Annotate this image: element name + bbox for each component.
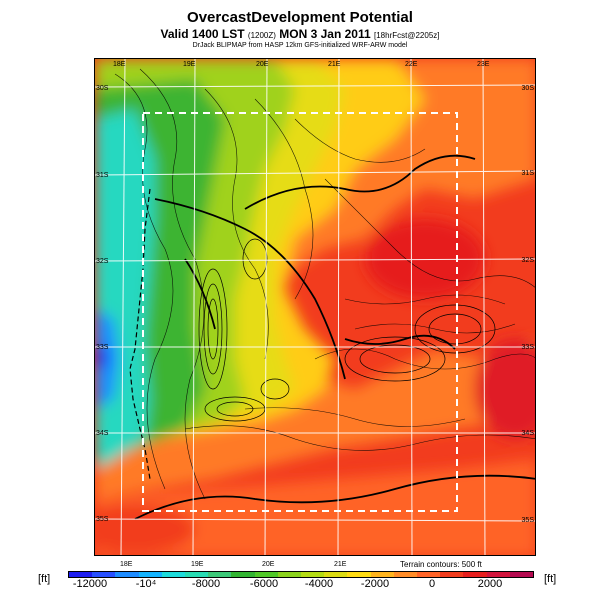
lat-tick-right: 31S [521,170,534,177]
colorbar-swatch [161,572,186,577]
colorbar-label: 2000 [477,578,503,590]
lat-tick-left: 34S [96,430,109,437]
lat-tick-left: 35S [96,516,109,523]
valid-time: Valid 1400 LST (1200Z) MON 3 Jan 2011 [1… [0,27,600,41]
colorbar-swatch [69,572,93,577]
colorbar-label: -8000 [191,578,221,590]
colorbar-label: -12000 [72,578,108,590]
colorbar-swatch [324,572,348,577]
model-credit: DrJack BLIPMAP from HASP 12km GFS-initia… [192,42,408,49]
colorbar-swatch [138,572,162,577]
colorbar-swatch [208,572,232,577]
lon-tick-top: 21E [328,61,341,68]
colorbar-swatch [509,572,534,577]
lat-tick-right: 33S [521,344,534,351]
map-canvas [95,59,535,555]
colorbar-swatch [231,572,255,577]
lon-tick-top: 23E [477,61,490,68]
unit-left: [ft] [38,573,51,585]
colorbar-swatch [277,572,302,577]
lon-tick-bottom: 20E [262,561,275,568]
colorbar-swatch [393,572,418,577]
colorbar-swatch [347,572,371,577]
lon-tick-top: 19E [183,61,196,68]
colorbar-swatch [440,572,464,577]
lat-tick-right: 34S [521,430,534,437]
lat-tick-right: 35S [521,517,534,524]
colorbar-swatch [115,572,139,577]
terrain-contour-note: Terrain contours: 500 ft [400,560,482,569]
lon-tick-bottom: 19E [191,561,204,568]
terrain-contours [114,68,535,500]
lat-tick-left: 30S [96,85,109,92]
valid-zulu: (1200Z) [247,31,276,40]
colorbar-label: -10⁴ [135,578,157,590]
valid-date: MON 3 Jan 2011 [279,27,371,41]
valid-forecast: [18hrFcst@2205z] [374,31,440,40]
colorbar-label: 0 [428,578,436,590]
lon-tick-bottom: 18E [120,561,133,568]
lat-tick-left: 32S [96,258,109,265]
highland-contours [198,238,496,422]
valid-main: Valid 1400 LST [160,27,245,41]
unit-right: [ft] [544,573,557,585]
inner-domain-box [142,112,458,512]
colorbar-swatch [486,572,510,577]
colorbar-label: -4000 [304,578,334,590]
lon-tick-top: 22E [405,61,418,68]
graticule [95,59,535,555]
lat-tick-right: 30S [521,85,534,92]
lon-tick-top: 18E [113,61,126,68]
potential-field [95,59,535,555]
lat-tick-right: 32S [521,257,534,264]
colorbar-swatch [185,572,209,577]
colorbar-swatch [370,572,394,577]
colorbar-swatch [417,572,441,577]
color-scale-bar [68,571,534,578]
colorbar-label: -6000 [249,578,279,590]
colorbar-swatch [92,572,116,577]
chart-title: OvercastDevelopment Potential [187,9,413,26]
lat-tick-left: 31S [96,172,109,179]
colorbar-label: -2000 [360,578,390,590]
colorbar-swatch [301,572,325,577]
lon-tick-bottom: 21E [334,561,347,568]
lon-tick-top: 20E [256,61,269,68]
lat-tick-left: 33S [96,344,109,351]
colorbar-swatch [254,572,278,577]
odp-contours [134,154,535,520]
colorbar-swatch [463,572,487,577]
forecast-map: 18E 19E 20E 21E 22E 23E 30S 31S 32S 33S … [94,58,536,556]
